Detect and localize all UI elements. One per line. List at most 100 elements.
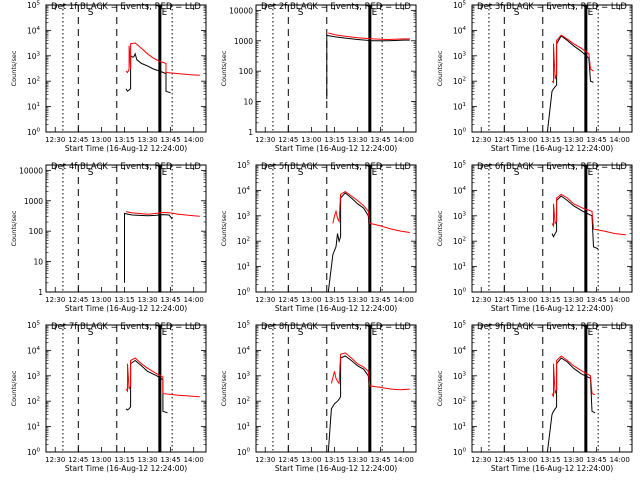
x-tick-label: 13:15 — [114, 456, 134, 464]
annotation-s: S — [298, 328, 304, 338]
panel-3: Det 3f BLACK = Events, RED = LLD 100 101 10… — [436, 1, 633, 153]
y-tick-label: 101 — [237, 262, 250, 272]
y-tick-label: 104 — [237, 186, 251, 196]
x-axis-label: Start Time (16-Aug-12 12:24:00) — [491, 144, 613, 153]
series-events-line — [551, 195, 599, 250]
y-axis-label: Counts/sec — [10, 50, 18, 86]
panel-title: Det 1f BLACK = Events, RED = LLD — [51, 2, 201, 12]
annotation-e: E — [162, 8, 168, 18]
x-tick-label: 13:00 — [517, 136, 537, 144]
x-tick-label: 13:45 — [161, 136, 181, 144]
y-tick-label: 103 — [27, 51, 41, 61]
annotation-e: E — [372, 328, 378, 338]
y-tick-label: 102 — [453, 237, 466, 247]
x-tick-label: 13:45 — [161, 456, 181, 464]
plot-frame — [45, 164, 207, 293]
series-events-line — [327, 355, 371, 453]
y-tick-label: 103 — [237, 211, 251, 221]
x-axis-label: Start Time (16-Aug-12 12:24:00) — [275, 144, 397, 153]
x-axis-label: Start Time (16-Aug-12 12:24:00) — [275, 464, 397, 473]
y-tick-label: 10 — [33, 258, 43, 267]
x-tick-label: 14:00 — [394, 296, 414, 304]
y-tick-label: 105 — [453, 321, 467, 331]
y-tick-label: 100 — [237, 288, 251, 298]
y-tick-label: 102 — [237, 237, 250, 247]
annotation-e: E — [588, 168, 594, 178]
x-axis-label: Start Time (16-Aug-12 12:24:00) — [491, 464, 613, 473]
panel-5: Det 5f BLACK = Events, RED = LLD 100 101 10… — [220, 161, 417, 313]
y-tick-label: 100 — [27, 448, 41, 458]
x-tick-label: 13:00 — [301, 136, 321, 144]
y-tick-label: 104 — [453, 186, 467, 196]
series-events-line — [326, 34, 410, 100]
y-tick-label: 101 — [27, 422, 40, 432]
y-axis-label: Counts/sec — [220, 370, 228, 406]
y-tick-label: 102 — [237, 397, 250, 407]
x-axis-label: Start Time (16-Aug-12 12:24:00) — [65, 464, 187, 473]
x-tick-label: 12:30 — [45, 296, 65, 304]
panel-title: Det 5f BLACK = Events, RED = LLD — [261, 162, 411, 172]
x-tick-label: 14:00 — [184, 296, 204, 304]
annotation-s: S — [88, 328, 94, 338]
panel-title: Det 6f BLACK = Events, RED = LLD — [477, 162, 627, 172]
y-tick-label: 102 — [27, 397, 40, 407]
annotation-s: S — [514, 8, 520, 18]
annotation-s: S — [298, 8, 304, 18]
y-tick-label: 101 — [453, 262, 466, 272]
plot-frame — [45, 324, 207, 453]
y-tick-label: 1000 — [234, 37, 253, 46]
y-tick-label: 101 — [453, 422, 466, 432]
y-axis-label: Counts/sec — [436, 370, 444, 406]
x-tick-label: 13:00 — [517, 296, 537, 304]
y-tick-label: 101 — [237, 422, 250, 432]
x-tick-label: 12:30 — [255, 456, 275, 464]
y-tick-label: 104 — [237, 346, 251, 356]
x-tick-label: 12:45 — [68, 296, 88, 304]
x-tick-label: 12:30 — [45, 456, 65, 464]
x-tick-label: 12:45 — [494, 296, 514, 304]
y-axis-label: Counts/sec — [436, 210, 444, 246]
y-tick-label: 105 — [237, 321, 251, 331]
y-tick-label: 100 — [453, 288, 467, 298]
y-tick-label: 101 — [453, 102, 466, 112]
annotation-e: E — [588, 8, 594, 18]
y-tick-label: 100 — [453, 448, 467, 458]
y-tick-label: 105 — [237, 161, 251, 171]
y-tick-label: 105 — [453, 161, 467, 171]
y-tick-label: 104 — [27, 346, 41, 356]
annotation-e: E — [588, 328, 594, 338]
x-tick-label: 12:30 — [255, 296, 275, 304]
x-tick-label: 12:45 — [494, 136, 514, 144]
y-tick-label: 105 — [453, 1, 467, 11]
series-events-line — [125, 52, 171, 94]
x-tick-label: 14:00 — [610, 296, 630, 304]
x-tick-label: 13:45 — [587, 456, 607, 464]
x-tick-label: 12:30 — [471, 456, 491, 464]
x-tick-label: 14:00 — [184, 456, 204, 464]
y-tick-label: 10000 — [229, 6, 253, 15]
x-axis-label: Start Time (16-Aug-12 12:24:00) — [65, 144, 187, 153]
y-tick-label: 103 — [453, 371, 467, 381]
series-events-line — [327, 192, 371, 293]
x-tick-label: 12:45 — [68, 456, 88, 464]
series-lld-line — [551, 355, 596, 397]
x-tick-label: 13:45 — [371, 456, 391, 464]
series-lld-line — [125, 357, 200, 398]
x-tick-label: 13:45 — [371, 296, 391, 304]
plot-frame — [471, 324, 633, 453]
x-tick-label: 13:30 — [563, 456, 583, 464]
x-tick-label: 12:45 — [278, 456, 298, 464]
y-tick-label: 103 — [453, 51, 467, 61]
x-tick-label: 13:45 — [587, 136, 607, 144]
x-tick-label: 12:45 — [278, 136, 298, 144]
series-events-line — [546, 357, 596, 453]
y-tick-label: 102 — [453, 77, 466, 87]
annotation-s: S — [514, 328, 520, 338]
panel-title: Det 3f BLACK = Events, RED = LLD — [477, 2, 627, 12]
x-tick-label: 13:30 — [347, 456, 367, 464]
y-tick-label: 105 — [27, 321, 41, 331]
x-tick-label: 13:15 — [540, 456, 560, 464]
panel-1: Det 1f BLACK = Events, RED = LLD 100 101 10… — [10, 1, 207, 153]
y-tick-label: 102 — [453, 397, 466, 407]
x-tick-label: 13:30 — [347, 136, 367, 144]
